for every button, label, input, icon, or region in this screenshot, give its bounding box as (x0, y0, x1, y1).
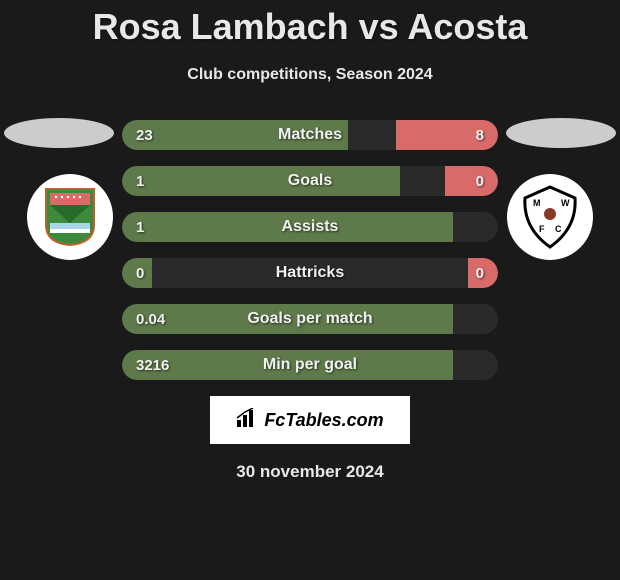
stat-value-right: 8 (476, 127, 484, 144)
stat-value-left: 23 (136, 127, 153, 144)
comparison-panel: M W F C Matches238Goals10Assists1Hattric… (0, 120, 620, 380)
stat-label: Goals (122, 172, 498, 190)
page-title: Rosa Lambach vs Acosta (0, 0, 620, 48)
svg-text:C: C (555, 224, 562, 234)
svg-text:M: M (533, 198, 541, 208)
site-logo: FcTables.com (210, 396, 410, 444)
player-silhouette-right (506, 118, 616, 148)
club-badge-right: M W F C (507, 174, 593, 260)
stat-row: Goals per match0.04 (122, 304, 498, 334)
subtitle: Club competitions, Season 2024 (0, 66, 620, 84)
stat-row: Matches23 8 (122, 120, 498, 150)
stat-label: Min per goal (122, 356, 498, 374)
stat-value-left: 0.04 (136, 311, 165, 328)
stat-value-left: 0 (136, 265, 144, 282)
player-silhouette-left (4, 118, 114, 148)
stats-rows: Matches238Goals10Assists1Hattricks00Goal… (122, 120, 498, 380)
date-label: 30 november 2024 (0, 462, 620, 482)
stat-row: Hattricks0 0 (122, 258, 498, 288)
stat-row: Goals1 0 (122, 166, 498, 196)
stat-value-right: 0 (476, 265, 484, 282)
chart-icon (236, 408, 258, 433)
stat-row: Assists1 (122, 212, 498, 242)
stat-label: Matches (122, 126, 498, 144)
shield-icon (44, 187, 96, 247)
stat-value-right: 0 (476, 173, 484, 190)
club-badge-left (27, 174, 113, 260)
stat-label: Hattricks (122, 264, 498, 282)
stat-value-left: 1 (136, 219, 144, 236)
stat-row: Min per goal3216 (122, 350, 498, 380)
shield-icon: M W F C (517, 184, 583, 250)
stat-value-left: 1 (136, 173, 144, 190)
stat-value-left: 3216 (136, 357, 169, 374)
site-logo-text: FcTables.com (264, 410, 383, 431)
svg-text:F: F (539, 224, 545, 234)
stat-label: Assists (122, 218, 498, 236)
svg-text:W: W (561, 198, 570, 208)
stat-label: Goals per match (122, 310, 498, 328)
